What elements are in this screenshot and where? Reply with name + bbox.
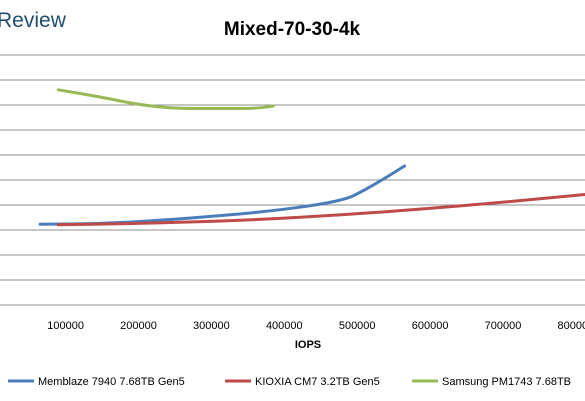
x-tick-label: 600000	[412, 320, 449, 332]
x-tick-label: 500000	[339, 320, 376, 332]
x-tick-label: 800000	[558, 320, 585, 332]
legend-label-2: KIOXIA CM7 3.2TB Gen5	[255, 376, 380, 388]
x-tick-label: 200000	[120, 320, 157, 332]
legend: Memblaze 7940 7.68TB Gen5 KIOXIA CM7 3.2T…	[8, 376, 571, 388]
x-tick-label: 100000	[47, 320, 84, 332]
x-tick-label: 300000	[193, 320, 230, 332]
series-line-3	[56, 88, 275, 110]
logo-text: Review	[0, 9, 67, 32]
legend-label-1: Memblaze 7940 7.68TB Gen5	[38, 376, 185, 388]
series-line-2	[56, 193, 585, 227]
series-layer	[38, 88, 585, 227]
x-tick-label: 700000	[485, 320, 522, 332]
gridlines	[0, 54, 585, 306]
legend-label-3: Samsung PM1743 7.68TB	[442, 376, 571, 388]
chart-title: Mixed-70-30-4k	[224, 19, 361, 40]
x-axis-label: IOPS	[295, 339, 321, 351]
x-tick-label: 400000	[266, 320, 303, 332]
x-tick-labels: 100000 200000 300000 400000 500000 600000 7000…	[47, 320, 585, 332]
